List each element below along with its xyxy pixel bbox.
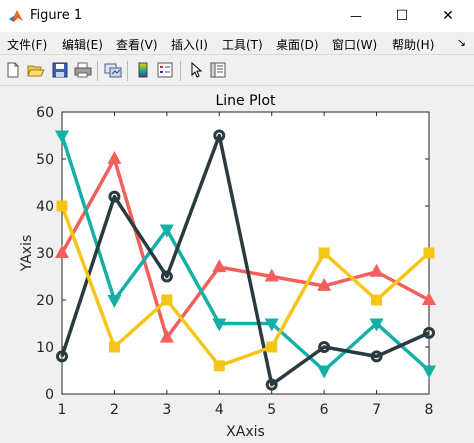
data-point-marker bbox=[369, 318, 384, 332]
menu-window[interactable]: 窗口(W) bbox=[332, 38, 378, 52]
y-tick-label: 50 bbox=[36, 152, 54, 168]
window-title: Figure 1 bbox=[30, 8, 83, 23]
x-tick-label: 6 bbox=[320, 402, 329, 418]
data-point-marker bbox=[108, 190, 121, 203]
data-point-marker bbox=[266, 341, 278, 353]
series-triangle-up bbox=[55, 151, 436, 343]
new-figure-icon[interactable] bbox=[3, 60, 23, 80]
data-point-marker bbox=[213, 360, 225, 372]
colorbar-icon[interactable] bbox=[133, 60, 153, 80]
x-tick-label: 4 bbox=[215, 402, 224, 418]
data-point-marker bbox=[369, 263, 384, 277]
toolbar-separator bbox=[97, 61, 98, 81]
data-point-marker bbox=[159, 224, 174, 238]
y-tick-label: 40 bbox=[36, 199, 54, 215]
line-plot-chart[interactable]: Line Plot XAxis YAxis 1 2 3 4 5 6 7 8 0 10 20 30 40 5… bbox=[0, 86, 474, 440]
y-tick-label: 60 bbox=[36, 105, 54, 121]
series-square bbox=[56, 200, 435, 372]
data-point-marker bbox=[55, 130, 69, 144]
toolbar-separator bbox=[127, 61, 128, 81]
data-point-marker bbox=[317, 277, 332, 291]
data-point-marker bbox=[422, 292, 436, 305]
x-tick-label: 8 bbox=[425, 402, 434, 418]
data-point-marker bbox=[264, 268, 279, 282]
save-icon[interactable] bbox=[50, 60, 70, 80]
data-point-marker bbox=[212, 318, 227, 332]
data-point-marker bbox=[160, 270, 173, 283]
y-axis-label: YAxis bbox=[19, 235, 35, 273]
data-point-marker bbox=[318, 341, 331, 353]
property-inspector-icon[interactable] bbox=[208, 60, 228, 80]
series-line bbox=[60, 157, 430, 340]
menu-insert[interactable]: 插入(I) bbox=[171, 38, 208, 52]
minimize-button[interactable]: — bbox=[333, 0, 379, 32]
menu-tools[interactable]: 工具(T) bbox=[222, 38, 263, 52]
window-title-bar: Figure 1 — ☐ ✕ bbox=[0, 0, 474, 32]
menu-view[interactable]: 查看(V) bbox=[116, 38, 158, 52]
data-point-marker bbox=[371, 294, 383, 306]
y-tick-label: 10 bbox=[36, 340, 54, 356]
series-layer bbox=[55, 129, 436, 391]
x-tick-label: 2 bbox=[110, 402, 119, 418]
menu-bar: 文件(F) 编辑(E) 查看(V) 插入(I) 工具(T) 桌面(D) 窗口(W… bbox=[0, 32, 474, 54]
data-point-marker bbox=[107, 151, 122, 164]
figure-canvas: Line Plot XAxis YAxis 1 2 3 4 5 6 7 8 0 10 20 30 40 5… bbox=[0, 86, 474, 440]
close-icon: ✕ bbox=[442, 8, 454, 24]
data-point-marker bbox=[159, 329, 174, 343]
maximize-button[interactable]: ☐ bbox=[379, 0, 425, 32]
series-line bbox=[60, 133, 430, 387]
series-line bbox=[60, 134, 431, 373]
data-point-marker bbox=[423, 247, 435, 259]
minimize-icon: — bbox=[350, 9, 362, 23]
data-point-marker bbox=[422, 365, 436, 379]
print-icon[interactable] bbox=[73, 60, 93, 80]
pointer-icon[interactable] bbox=[186, 60, 206, 80]
data-point-marker bbox=[264, 318, 279, 332]
series-triangle-down bbox=[55, 130, 436, 379]
menu-help[interactable]: 帮助(H) bbox=[392, 38, 435, 52]
x-tick-label: 1 bbox=[58, 402, 67, 418]
menu-overflow-icon[interactable]: ↘ bbox=[456, 36, 466, 49]
data-point-marker bbox=[423, 326, 435, 339]
data-point-marker bbox=[317, 365, 332, 379]
data-point-marker bbox=[56, 200, 68, 212]
maximize-icon: ☐ bbox=[395, 8, 409, 24]
legend-icon[interactable] bbox=[155, 60, 175, 80]
menu-edit[interactable]: 编辑(E) bbox=[62, 38, 103, 52]
data-point-marker bbox=[107, 295, 122, 308]
y-tick-label: 20 bbox=[36, 293, 54, 309]
data-point-marker bbox=[318, 247, 330, 259]
data-point-marker bbox=[161, 294, 173, 306]
open-file-icon[interactable] bbox=[26, 60, 46, 80]
matlab-logo-icon bbox=[9, 10, 23, 22]
data-point-marker bbox=[265, 378, 278, 391]
x-tick-label: 7 bbox=[372, 402, 381, 418]
data-point-marker bbox=[108, 341, 120, 353]
data-point-marker bbox=[56, 350, 68, 363]
menu-desktop[interactable]: 桌面(D) bbox=[276, 38, 319, 52]
y-tick-label: 30 bbox=[36, 246, 54, 262]
data-point-marker bbox=[212, 259, 227, 273]
toolbar-separator bbox=[180, 61, 181, 81]
data-point-marker bbox=[213, 129, 226, 142]
menu-file[interactable]: 文件(F) bbox=[7, 38, 48, 52]
series-line bbox=[60, 205, 431, 368]
series-circle bbox=[56, 129, 435, 391]
data-point-marker bbox=[370, 350, 383, 363]
figure-toolbar bbox=[0, 54, 474, 86]
link-plot-icon[interactable] bbox=[103, 60, 123, 80]
x-axis-label: XAxis bbox=[226, 424, 265, 439]
x-tick-label: 5 bbox=[267, 402, 276, 418]
chart-title: Line Plot bbox=[215, 93, 276, 109]
close-button[interactable]: ✕ bbox=[425, 0, 471, 32]
y-tick-label: 0 bbox=[45, 387, 54, 403]
x-tick-label: 3 bbox=[162, 402, 171, 418]
data-point-marker bbox=[55, 245, 69, 258]
axis-ticks: 1 2 3 4 5 6 7 8 0 10 20 30 40 50 60 bbox=[36, 105, 433, 418]
